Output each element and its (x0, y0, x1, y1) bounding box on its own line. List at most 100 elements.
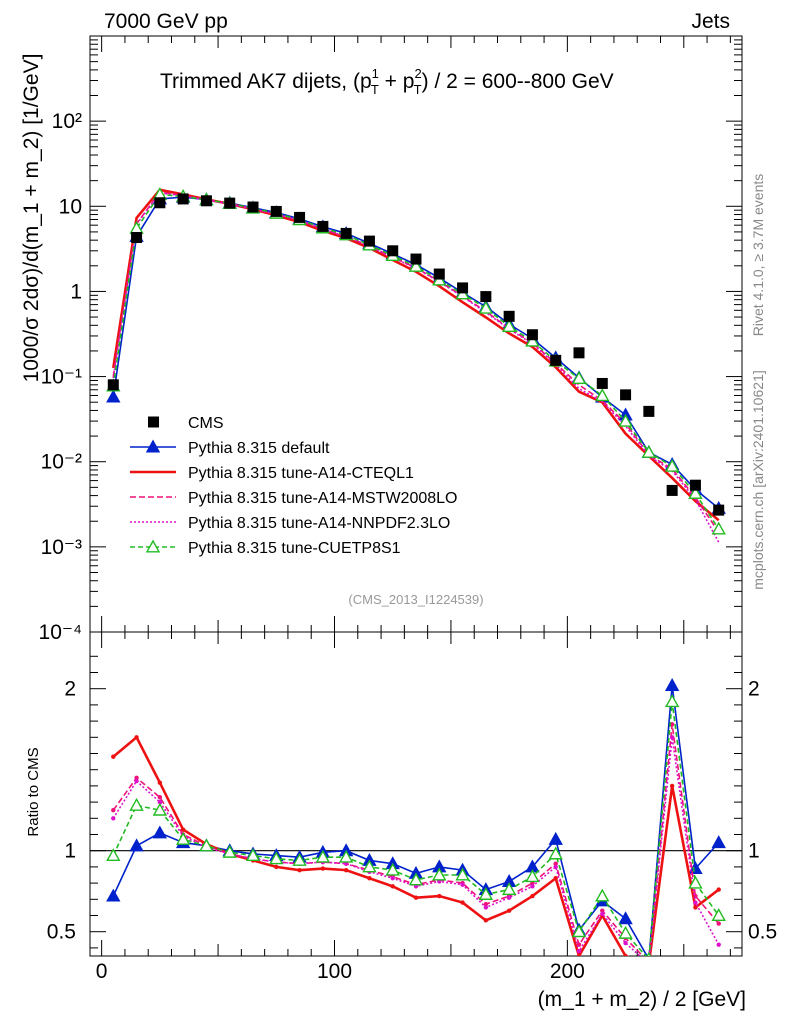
series-4-ratio-point (483, 905, 489, 910)
series-1-ratio-point (129, 838, 144, 852)
series-5-ratio-point (455, 867, 470, 881)
series-5-ratio-point (385, 862, 400, 876)
series-1-ratio-point (618, 911, 633, 925)
series-5-ratio-point (432, 867, 447, 881)
cms-point (294, 211, 306, 223)
legend: CMS Pythia 8.315 default Pythia 8.315 tune… (130, 415, 457, 557)
series-1-main-line (112, 196, 720, 509)
series-5-ratio-point (525, 869, 540, 883)
series-3-ratio-point (111, 808, 116, 813)
series-1-ratio-point (664, 678, 680, 691)
legend-label: Pythia 8.315 default (188, 440, 330, 457)
series-5-ratio-point (292, 852, 307, 866)
series-2-ratio-point (413, 895, 419, 900)
series-5-point (688, 486, 703, 499)
series-5-point (571, 371, 587, 384)
cms-point (224, 197, 236, 209)
series-5-ratio-point (688, 875, 703, 889)
mcplots-label: mcplots.cern.ch [arXiv:2401.10621] (750, 370, 766, 589)
series-4-ratio-point (576, 948, 582, 954)
svg-text:Trimmed AK7 dijets, (p1T + p2T: Trimmed AK7 dijets, (p1 T + p2 T) / 2 = 60… (160, 66, 614, 97)
series-4-ratio-point (157, 799, 163, 805)
series-5-point (501, 319, 517, 332)
series-4-ratio-point (390, 876, 395, 881)
cms-point (457, 282, 469, 294)
x-axis-label: (m_1 + m_2) / 2 [GeV] (538, 988, 746, 1011)
x-tick-label: 100 (317, 960, 352, 983)
series-4-ratio-point (623, 940, 628, 946)
y-axis-label-main: 1000/σ 2dσ)/d(m_1 + m_2) [1/GeV] (20, 54, 43, 383)
series-2-ratio-point (343, 867, 349, 873)
series-5-ratio-point (338, 849, 354, 863)
series-3-ratio-point (483, 901, 489, 907)
series-4-ratio-point (134, 778, 139, 784)
series-2-ratio-point (576, 953, 582, 956)
series-5-ratio-point (501, 882, 517, 896)
series-4-ratio-point (693, 900, 698, 905)
cms-point (363, 235, 375, 247)
series-5-ratio-point (548, 846, 563, 860)
cms-point (620, 389, 632, 401)
series-2-ratio-point (623, 953, 628, 956)
legend-label: Pythia 8.315 tune-CUETP8S1 (188, 540, 401, 557)
series-5-point (525, 333, 540, 347)
title-mid: + p (379, 70, 415, 93)
cms-point (433, 268, 445, 280)
series-2-ratio-point (157, 780, 163, 785)
series-5-ratio-point (646, 951, 652, 956)
legend-label: Pythia 8.315 tune-A14-CTEQL1 (188, 465, 414, 482)
series-5-point (129, 220, 144, 234)
legend-label: Pythia 8.315 tune-A14-MSTW2008LO (188, 490, 457, 507)
series-3-ratio-point (669, 722, 675, 727)
cms-point (713, 504, 725, 516)
series-1-ratio-point (711, 835, 726, 849)
series-5-point (408, 258, 424, 272)
series-4-ratio-point (530, 884, 535, 889)
y-tick-label: 10⁻² (41, 451, 82, 474)
series-5-ratio-point (664, 694, 680, 708)
cms-point (317, 220, 329, 232)
y-tick-label: 10⁻¹ (41, 366, 82, 389)
series-5-point (664, 458, 680, 472)
series-1-ratio-point (106, 888, 121, 902)
series-5-ratio-point (362, 859, 377, 873)
series-1-ratio-point (152, 825, 168, 839)
series-5-point (618, 413, 633, 427)
series-5-point (595, 388, 610, 402)
series-5-ratio-point (315, 849, 331, 863)
cms-point (689, 479, 701, 491)
series-4-ratio-point (506, 895, 512, 900)
series-5-ratio-point (571, 924, 587, 938)
series-2-ratio-point (553, 876, 558, 881)
series-5-point (478, 300, 494, 314)
series-2-ratio-point (483, 918, 489, 923)
ratio-y-tick-label: 0.5 (47, 921, 76, 944)
header-right: Jets (691, 10, 730, 33)
cms-point (154, 197, 166, 209)
cms-point (247, 201, 259, 213)
cms-point (107, 379, 119, 391)
series-2-ratio-point (297, 867, 302, 873)
ratio-y-tick-label-right: 1 (748, 840, 760, 863)
cms-point (643, 405, 655, 417)
series-5-ratio-point (152, 802, 168, 816)
series-1-ratio-point (548, 831, 563, 845)
y-tick-label: 1 (70, 280, 82, 303)
series-2-ratio-point (530, 893, 535, 899)
series-2-ratio-point (506, 908, 512, 913)
ratio-frame (89, 631, 743, 957)
series-5-ratio-point (711, 908, 726, 921)
cms-point (503, 310, 515, 322)
series-5-ratio-point (106, 848, 121, 862)
title-prefix: Trimmed AK7 dijets, (p (160, 70, 372, 93)
series-4-main-line (112, 192, 720, 543)
series-3-ratio-point (134, 775, 139, 780)
series-4-ratio-point (647, 962, 651, 966)
analysis-id: (CMS_2013_I1224539) (348, 592, 483, 607)
series-2-ratio-point (716, 887, 721, 892)
series-4-ratio-point (716, 942, 721, 947)
series-2-ratio-point (437, 893, 442, 899)
series-3-ratio-point (157, 795, 163, 800)
series-2-ratio-point (180, 827, 186, 832)
